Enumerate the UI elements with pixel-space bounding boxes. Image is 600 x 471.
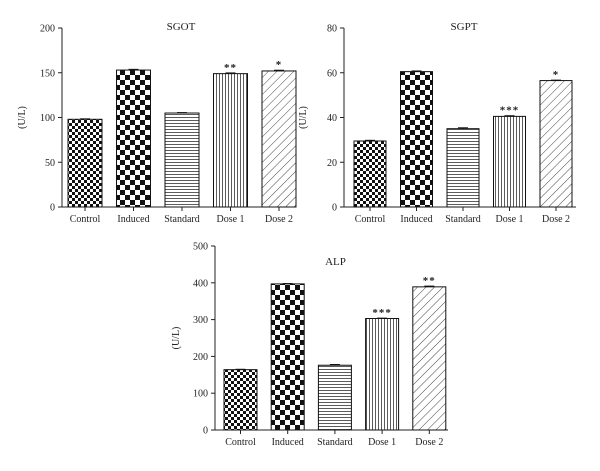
bar-induced	[116, 69, 151, 208]
bar-control	[353, 140, 387, 208]
y-tick-label: 0	[50, 203, 55, 214]
significance-marker: **	[224, 62, 237, 74]
y-tick-label: 100	[40, 113, 55, 124]
bar-standard	[446, 128, 480, 208]
x-tick-label: Dose 2	[542, 214, 570, 225]
x-tick-label: Standard	[164, 214, 200, 225]
significance-marker: ***	[500, 105, 520, 117]
bar-dose-1	[365, 317, 400, 431]
x-tick-label: Dose 2	[265, 214, 293, 225]
x-tick-label: Induced	[272, 437, 304, 448]
y-tick-label: 60	[327, 68, 337, 79]
y-tick-label: 500	[193, 242, 208, 253]
bar-dose-1	[493, 115, 526, 208]
bar-control	[223, 369, 258, 431]
chart-title: SGOT	[167, 21, 196, 33]
bar-dose-2	[412, 286, 447, 431]
bar-control	[67, 118, 103, 208]
x-tick-label: Induced	[117, 214, 149, 225]
y-tick-label: 50	[45, 158, 55, 169]
chart-title: ALP	[325, 256, 346, 268]
y-tick-label: 20	[327, 158, 337, 169]
x-tick-label: Standard	[317, 437, 353, 448]
y-tick-label: 0	[203, 426, 208, 437]
significance-marker: *	[553, 69, 560, 81]
bar-dose-2	[539, 80, 573, 208]
y-axis-label: (U/L)	[17, 106, 28, 129]
y-tick-label: 300	[193, 315, 208, 326]
significance-marker: ***	[372, 307, 392, 319]
y-axis-label: (U/L)	[171, 327, 182, 350]
y-tick-label: 100	[193, 389, 208, 400]
bar-induced	[270, 283, 305, 431]
x-tick-label: Dose 1	[495, 214, 523, 225]
sgpt-chart: SGPT (U/L) 0 20 40 60 80 Control Induced Standard…	[298, 21, 576, 225]
x-tick-label: Control	[70, 214, 101, 225]
bar-standard	[317, 364, 352, 431]
bar-induced	[400, 71, 433, 208]
y-tick-label: 40	[327, 113, 337, 124]
x-tick-label: Dose 2	[415, 437, 443, 448]
y-tick-label: 150	[40, 68, 55, 79]
alp-chart: ALP (U/L) 0 100 200 300 400 500 Control Induced St…	[171, 242, 448, 448]
significance-marker: *	[276, 59, 283, 71]
x-tick-label: Dose 1	[216, 214, 244, 225]
x-tick-label: Dose 1	[368, 437, 396, 448]
significance-marker: **	[423, 275, 436, 287]
bar-dose-2	[261, 70, 297, 208]
sgot-chart: SGOT (U/L) 0 50 100 150 200 Control Induced Stand…	[17, 21, 297, 225]
bar-dose-1	[213, 73, 248, 208]
x-tick-label: Standard	[445, 214, 481, 225]
y-tick-label: 80	[327, 24, 337, 35]
x-tick-label: Induced	[400, 214, 432, 225]
x-tick-label: Control	[225, 437, 256, 448]
y-tick-label: 400	[193, 278, 208, 289]
y-tick-label: 200	[40, 24, 55, 35]
bar-standard	[164, 112, 200, 208]
x-tick-label: Control	[355, 214, 386, 225]
chart-title: SGPT	[451, 21, 478, 33]
y-tick-label: 200	[193, 352, 208, 363]
y-axis-label: (U/L)	[298, 106, 309, 129]
y-tick-label: 0	[332, 203, 337, 214]
